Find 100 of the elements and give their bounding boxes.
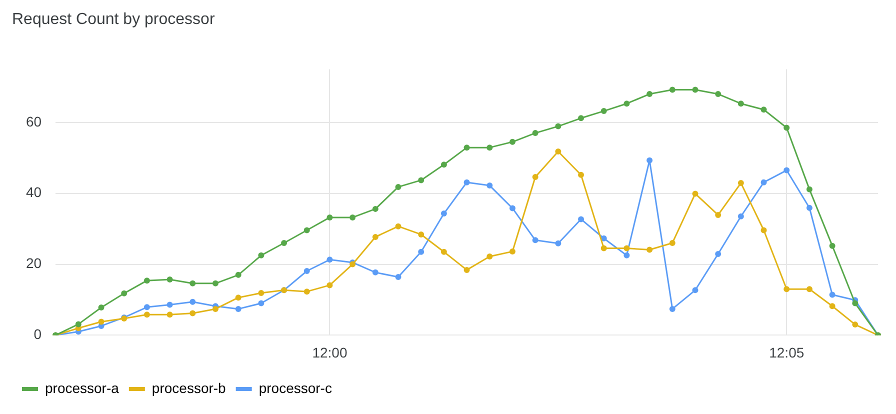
point <box>806 186 812 192</box>
point <box>829 292 836 298</box>
point <box>212 306 218 312</box>
point <box>806 204 812 211</box>
point <box>784 124 790 131</box>
point <box>166 312 173 318</box>
point <box>395 274 402 280</box>
point <box>646 91 653 98</box>
point <box>760 227 767 234</box>
point <box>258 252 264 258</box>
point <box>555 240 562 246</box>
point <box>669 240 676 246</box>
point <box>738 180 744 186</box>
point <box>166 302 173 308</box>
point <box>852 300 858 306</box>
point <box>692 190 698 197</box>
point <box>829 242 836 249</box>
point <box>144 278 150 284</box>
point <box>692 86 698 93</box>
point <box>372 269 378 276</box>
point <box>190 310 196 316</box>
point <box>669 306 676 312</box>
point <box>646 246 653 253</box>
point <box>600 235 607 242</box>
point <box>486 182 493 189</box>
point <box>440 210 447 217</box>
point <box>578 216 584 222</box>
point <box>190 280 196 286</box>
point <box>304 227 310 234</box>
point <box>326 256 333 263</box>
point <box>144 312 150 318</box>
point <box>235 306 242 312</box>
point <box>166 276 173 283</box>
point <box>486 253 493 260</box>
point <box>509 205 516 212</box>
point <box>395 223 402 230</box>
point <box>418 231 424 238</box>
point <box>624 100 630 107</box>
point <box>715 91 722 98</box>
legend-label: processor-c <box>258 380 332 396</box>
point <box>624 245 630 252</box>
point <box>190 298 196 305</box>
point <box>738 100 744 107</box>
point <box>372 234 378 240</box>
point <box>760 106 767 113</box>
point <box>418 248 424 255</box>
point <box>509 138 516 145</box>
y-tick-label: 20 <box>26 255 42 272</box>
point <box>395 184 402 190</box>
point <box>578 115 584 122</box>
x-tick-label: 12:00 <box>312 344 348 360</box>
point <box>532 174 538 180</box>
point <box>304 268 310 274</box>
point <box>464 179 470 186</box>
chart-title: Request Count by processor <box>12 11 216 28</box>
point <box>258 290 264 296</box>
point <box>555 148 562 154</box>
point <box>326 214 333 220</box>
point <box>235 272 242 278</box>
point <box>600 245 607 252</box>
point <box>646 157 653 164</box>
point <box>829 303 836 310</box>
point <box>464 144 470 151</box>
point <box>532 237 538 244</box>
point <box>715 212 722 218</box>
point <box>418 177 424 184</box>
point <box>440 248 447 255</box>
point <box>600 108 607 114</box>
y-tick-label: 40 <box>26 184 42 200</box>
point <box>784 286 790 292</box>
point <box>144 304 150 310</box>
point <box>715 250 722 257</box>
legend-label: processor-a <box>45 380 120 396</box>
point <box>784 167 790 174</box>
point <box>509 248 516 254</box>
point <box>372 206 378 212</box>
point <box>738 213 744 220</box>
y-tick-label: 0 <box>34 326 42 342</box>
point <box>532 130 538 136</box>
point <box>806 286 812 292</box>
point <box>258 300 264 306</box>
point <box>464 266 470 273</box>
point <box>486 144 493 151</box>
point <box>669 86 676 93</box>
point <box>350 214 356 220</box>
point <box>304 288 310 295</box>
point <box>98 318 104 325</box>
legend-label: processor-b <box>152 380 226 396</box>
point <box>121 290 128 296</box>
point <box>212 280 218 286</box>
point <box>624 252 630 258</box>
point <box>75 321 82 328</box>
point <box>98 304 104 311</box>
x-tick-label: 12:05 <box>769 344 804 360</box>
point <box>555 123 562 130</box>
point <box>692 287 698 294</box>
point <box>440 162 447 168</box>
point <box>852 322 858 328</box>
y-tick-label: 60 <box>26 113 42 130</box>
point <box>281 240 288 246</box>
